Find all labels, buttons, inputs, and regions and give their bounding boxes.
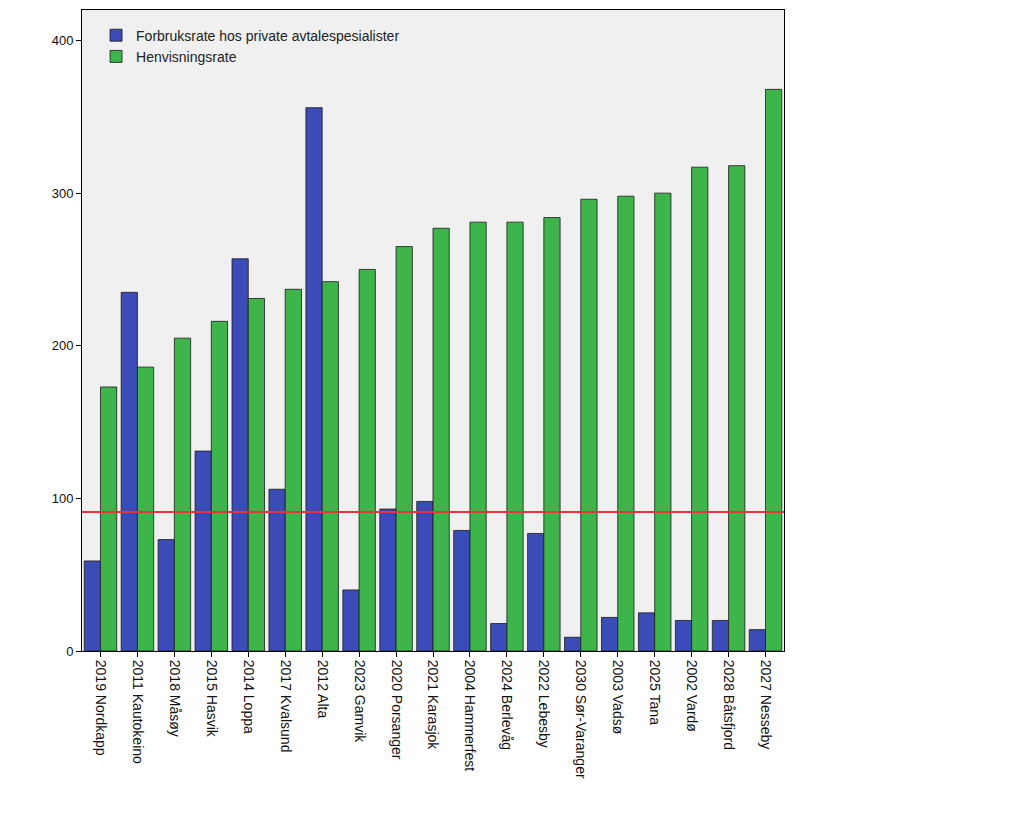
svg-text:Henvisningsrate: Henvisningsrate <box>136 49 237 65</box>
svg-text:2030 Sør-Varanger: 2030 Sør-Varanger <box>573 660 589 779</box>
svg-text:2022 Lebesby: 2022 Lebesby <box>536 660 552 748</box>
svg-text:400: 400 <box>52 33 74 48</box>
svg-text:2028 Båtsfjord: 2028 Båtsfjord <box>721 660 737 750</box>
svg-text:2015 Hasvik: 2015 Hasvik <box>204 660 220 738</box>
svg-text:2019 Nordkapp: 2019 Nordkapp <box>93 660 109 756</box>
svg-text:2025 Tana: 2025 Tana <box>647 660 663 725</box>
svg-text:2011 Kautokeino: 2011 Kautokeino <box>130 660 146 764</box>
svg-text:2018 Måsøy: 2018 Måsøy <box>167 660 183 737</box>
svg-text:0: 0 <box>66 644 73 659</box>
svg-text:2014 Loppa: 2014 Loppa <box>241 660 257 734</box>
svg-text:2023 Gamvik: 2023 Gamvik <box>352 660 368 743</box>
svg-text:100: 100 <box>52 491 74 506</box>
svg-text:2012 Alta: 2012 Alta <box>315 660 331 719</box>
svg-text:2002 Vardø: 2002 Vardø <box>684 660 700 733</box>
svg-text:2017 Kvalsund: 2017 Kvalsund <box>278 660 294 753</box>
svg-text:300: 300 <box>52 186 74 201</box>
svg-text:2021 Karasjok: 2021 Karasjok <box>425 660 441 751</box>
svg-text:2027 Nesseby: 2027 Nesseby <box>758 660 774 750</box>
svg-text:Forbruksrate hos private avtal: Forbruksrate hos private avtalespesialis… <box>136 28 399 44</box>
svg-text:2024 Berlevåg: 2024 Berlevåg <box>499 660 515 750</box>
svg-text:2003 Vadsø: 2003 Vadsø <box>610 660 626 735</box>
svg-text:2004 Hammerfest: 2004 Hammerfest <box>462 660 478 771</box>
svg-text:2020 Porsanger: 2020 Porsanger <box>389 660 405 760</box>
svg-text:200: 200 <box>52 338 74 353</box>
